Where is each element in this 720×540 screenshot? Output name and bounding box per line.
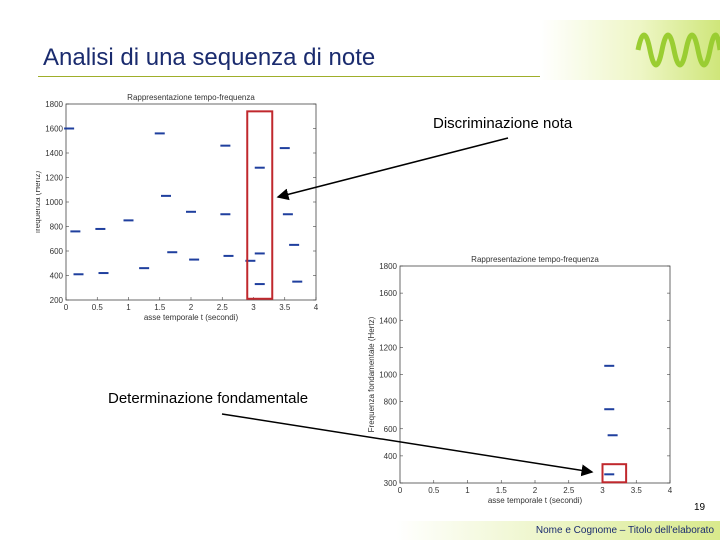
y-tick-label: 300: [384, 479, 398, 488]
data-point: [154, 132, 165, 135]
data-point: [189, 258, 200, 261]
page-number: 19: [694, 502, 706, 513]
y-tick-label: 1000: [45, 198, 63, 207]
y-tick-label: 600: [50, 247, 64, 256]
x-tick-label: 4: [314, 303, 319, 312]
x-axis-label: asse temporale t (secondi): [144, 313, 239, 322]
data-point: [279, 147, 290, 150]
data-point: [223, 254, 234, 257]
y-tick-label: 400: [50, 272, 64, 281]
data-point: [220, 213, 231, 216]
data-point: [139, 267, 150, 270]
y-tick-label: 800: [384, 398, 398, 407]
x-tick-label: 1: [126, 303, 131, 312]
data-point: [282, 213, 293, 216]
y-tick-label: 1600: [379, 289, 397, 298]
y-tick-label: 1400: [45, 149, 63, 158]
data-point: [604, 473, 615, 476]
slide-title: Analisi di una sequenza di note: [43, 44, 376, 71]
x-tick-label: 0.5: [92, 303, 104, 312]
x-tick-label: 0: [64, 303, 69, 312]
chart-title: Rappresentazione tempo-frequenza: [471, 255, 599, 264]
x-tick-label: 1: [465, 486, 470, 495]
y-axis-label: Frequenza fondamentale (Hertz): [367, 316, 376, 432]
data-point: [604, 364, 615, 367]
data-point: [70, 230, 81, 233]
x-tick-label: 0.5: [428, 486, 440, 495]
x-tick-label: 3.5: [631, 486, 643, 495]
data-point: [98, 272, 109, 275]
title-underline: [38, 76, 586, 77]
data-point: [95, 227, 106, 230]
x-tick-label: 2: [533, 486, 538, 495]
y-tick-label: 1800: [45, 100, 63, 109]
data-point: [254, 166, 265, 169]
data-point: [64, 127, 75, 130]
x-tick-label: 3: [251, 303, 256, 312]
data-point: [161, 194, 171, 197]
waveform-banner: [540, 20, 720, 80]
data-point: [254, 283, 265, 286]
y-tick-label: 1200: [45, 174, 63, 183]
data-point: [607, 434, 618, 437]
data-point: [254, 252, 265, 255]
data-point: [292, 280, 303, 283]
sine-wave-icon: [635, 32, 720, 68]
x-tick-label: 1.5: [154, 303, 166, 312]
y-tick-label: 1800: [379, 262, 397, 271]
footer-text: Nome e Cognome – Titolo dell'elaborato: [535, 525, 714, 536]
data-point: [186, 210, 196, 213]
data-point: [73, 273, 84, 276]
x-tick-label: 2: [189, 303, 194, 312]
data-point: [220, 144, 231, 147]
label-discriminazione: Discriminazione nota: [433, 115, 573, 132]
data-point: [604, 408, 615, 411]
y-tick-label: 800: [50, 223, 64, 232]
footer-bar: [0, 521, 720, 540]
x-tick-label: 2.5: [563, 486, 575, 495]
x-tick-label: 4: [668, 486, 673, 495]
y-tick-label: 1400: [379, 316, 397, 325]
x-axis-label: asse temporale t (secondi): [488, 496, 583, 505]
x-tick-label: 3.5: [279, 303, 291, 312]
plot-frame: [399, 265, 671, 484]
y-axis-label: frequenza (Hertz): [36, 171, 42, 234]
y-tick-label: 1200: [379, 343, 397, 352]
y-tick-label: 400: [384, 452, 398, 461]
x-tick-label: 3: [600, 486, 605, 495]
chart-title: Rappresentazione tempo-frequenza: [127, 93, 255, 102]
data-point: [123, 219, 134, 222]
time-frequency-plot-2: Rappresentazione tempo-frequenza 0 0.5 1 1.5…: [364, 250, 680, 508]
data-point: [245, 259, 256, 262]
label-determinazione: Determinazione fondamentale: [108, 390, 309, 407]
y-tick-label: 1600: [45, 125, 63, 134]
y-tick-label: 600: [384, 425, 398, 434]
time-frequency-plot-1: Rappresentazione tempo-frequenza 0 0.5 1 1.5…: [36, 90, 322, 326]
data-point: [289, 243, 300, 246]
y-tick-label: 200: [50, 296, 64, 305]
highlight-box-1: [246, 110, 274, 300]
data-point: [167, 251, 178, 254]
y-tick-label: 1000: [379, 371, 397, 380]
x-tick-label: 0: [398, 486, 403, 495]
highlight-box-2: [601, 463, 628, 484]
x-tick-label: 1.5: [496, 486, 508, 495]
x-tick-label: 2.5: [217, 303, 229, 312]
plot-frame: [65, 103, 317, 301]
